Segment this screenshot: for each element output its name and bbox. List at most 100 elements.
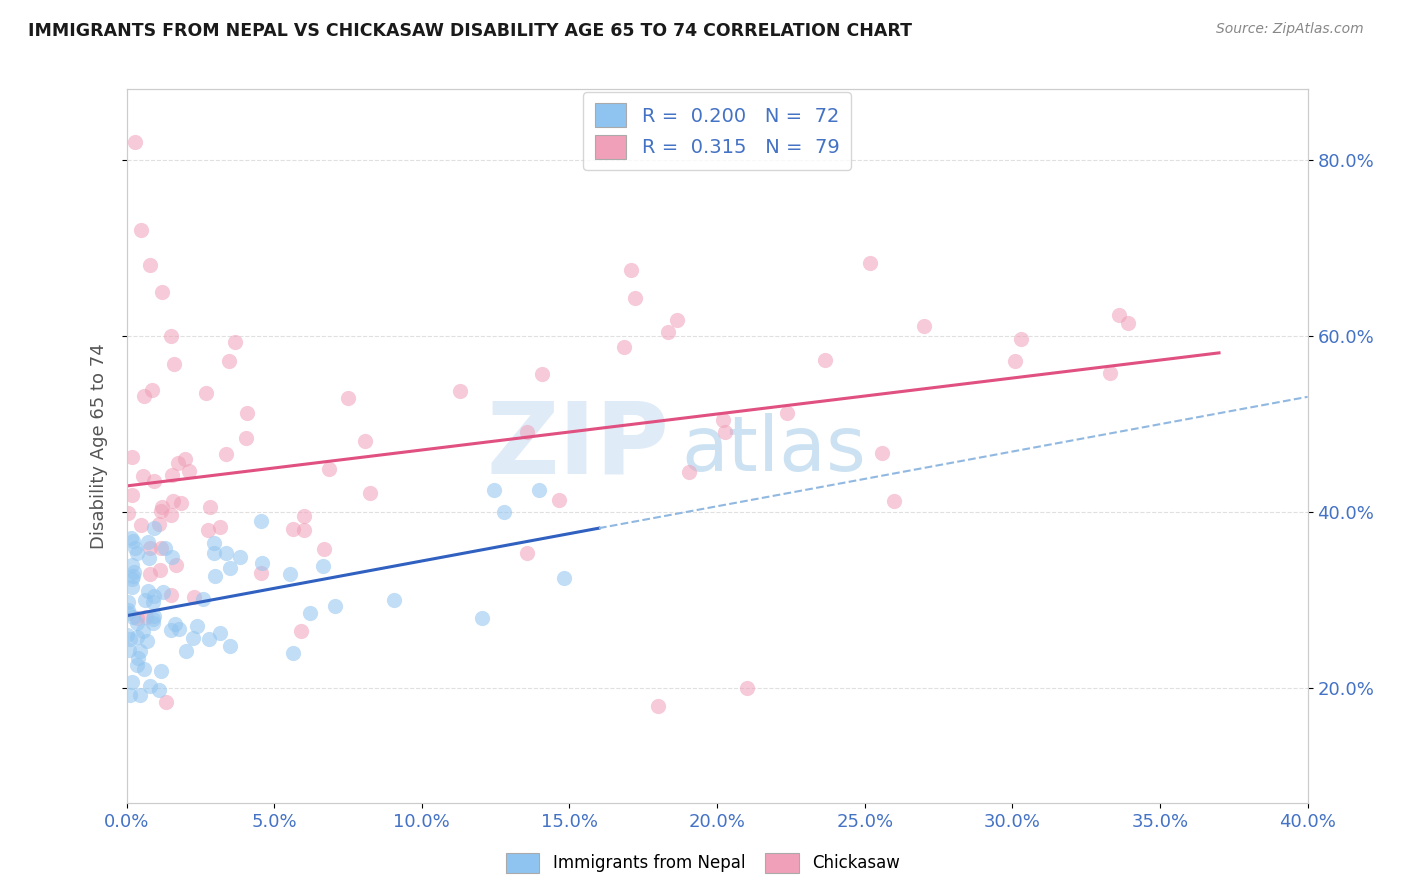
Point bbox=[482, 483, 505, 497]
Point bbox=[142, 595, 165, 609]
Point bbox=[124, 541, 146, 556]
Point bbox=[657, 326, 679, 340]
Point bbox=[135, 634, 157, 648]
Point bbox=[283, 522, 305, 536]
Point bbox=[121, 488, 143, 502]
Point bbox=[117, 595, 139, 609]
Point bbox=[318, 462, 340, 476]
Point bbox=[711, 413, 734, 427]
Point bbox=[121, 610, 143, 624]
Point bbox=[129, 644, 152, 658]
Point bbox=[125, 658, 148, 673]
Point bbox=[235, 406, 257, 420]
Point bbox=[159, 623, 181, 637]
Point bbox=[449, 384, 471, 398]
Point bbox=[336, 391, 359, 405]
Point bbox=[117, 642, 139, 657]
Point bbox=[215, 447, 238, 461]
Point bbox=[235, 431, 257, 445]
Point bbox=[160, 588, 183, 602]
Point bbox=[138, 566, 160, 581]
Point bbox=[166, 456, 188, 470]
Point bbox=[149, 563, 172, 577]
Point bbox=[1108, 309, 1130, 323]
Point bbox=[136, 583, 159, 598]
Point bbox=[155, 695, 177, 709]
Point bbox=[1004, 353, 1026, 368]
Point bbox=[713, 425, 735, 440]
Point bbox=[124, 135, 146, 149]
Point bbox=[132, 662, 155, 676]
Text: ZIP: ZIP bbox=[486, 398, 669, 494]
Point bbox=[553, 571, 575, 585]
Point bbox=[1098, 366, 1121, 380]
Point bbox=[624, 291, 647, 305]
Point bbox=[186, 619, 208, 633]
Point bbox=[162, 494, 184, 508]
Legend: R =  0.200   N =  72, R =  0.315   N =  79: R = 0.200 N = 72, R = 0.315 N = 79 bbox=[583, 92, 851, 170]
Point bbox=[127, 630, 149, 644]
Point bbox=[160, 550, 183, 565]
Point bbox=[138, 551, 160, 566]
Point bbox=[314, 542, 336, 557]
Point bbox=[323, 599, 346, 614]
Point bbox=[136, 535, 159, 549]
Point bbox=[218, 354, 240, 368]
Point bbox=[127, 651, 149, 665]
Point bbox=[204, 568, 226, 582]
Point bbox=[135, 610, 157, 624]
Point bbox=[215, 546, 238, 560]
Point bbox=[121, 558, 143, 572]
Point bbox=[382, 593, 405, 607]
Point bbox=[142, 615, 165, 630]
Point bbox=[228, 549, 250, 564]
Point bbox=[139, 541, 162, 555]
Point bbox=[143, 475, 166, 489]
Point bbox=[129, 688, 152, 702]
Point bbox=[121, 533, 143, 548]
Point bbox=[299, 606, 322, 620]
Point bbox=[870, 446, 893, 460]
Point bbox=[169, 622, 191, 636]
Text: Source: ZipAtlas.com: Source: ZipAtlas.com bbox=[1216, 22, 1364, 37]
Point bbox=[149, 504, 172, 518]
Point bbox=[613, 340, 636, 354]
Point bbox=[181, 631, 204, 645]
Point bbox=[148, 682, 170, 697]
Point bbox=[359, 485, 381, 500]
Point bbox=[118, 688, 141, 702]
Text: atlas: atlas bbox=[682, 413, 866, 486]
Point bbox=[122, 565, 145, 579]
Point bbox=[117, 603, 139, 617]
Text: IMMIGRANTS FROM NEPAL VS CHICKASAW DISABILITY AGE 65 TO 74 CORRELATION CHART: IMMIGRANTS FROM NEPAL VS CHICKASAW DISAB… bbox=[28, 22, 912, 40]
Point bbox=[202, 546, 225, 560]
Point bbox=[883, 494, 905, 508]
Point bbox=[735, 681, 758, 696]
Point bbox=[912, 319, 935, 334]
Point bbox=[250, 514, 273, 528]
Point bbox=[121, 675, 143, 690]
Point bbox=[132, 469, 155, 483]
Point bbox=[122, 569, 145, 583]
Point bbox=[1010, 332, 1032, 346]
Point bbox=[134, 593, 156, 607]
Point bbox=[665, 313, 688, 327]
Point bbox=[141, 383, 163, 397]
Point bbox=[1116, 316, 1139, 330]
Point bbox=[548, 493, 571, 508]
Point bbox=[165, 558, 187, 573]
Point bbox=[219, 560, 242, 574]
Point bbox=[814, 352, 837, 367]
Point bbox=[142, 609, 165, 624]
Point bbox=[149, 664, 172, 678]
Point bbox=[129, 223, 153, 237]
Point bbox=[859, 256, 882, 270]
Point bbox=[290, 624, 312, 638]
Point bbox=[191, 592, 214, 607]
Point bbox=[117, 606, 139, 620]
Point bbox=[174, 452, 197, 467]
Point bbox=[150, 500, 173, 515]
Point bbox=[170, 496, 193, 510]
Point bbox=[516, 546, 538, 560]
Point bbox=[530, 367, 553, 381]
